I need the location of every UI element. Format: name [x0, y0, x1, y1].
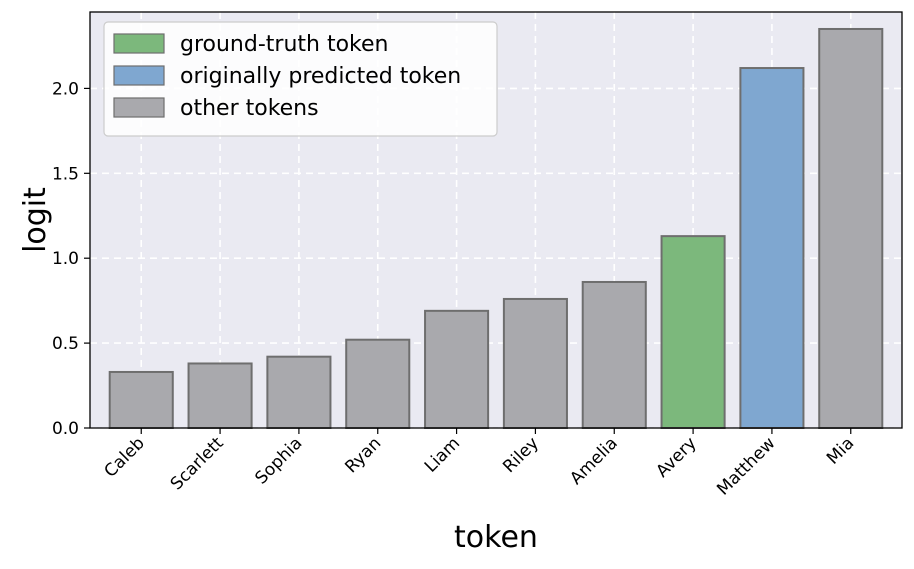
bar-matthew	[739, 67, 805, 429]
y-tick-label: 1.0	[52, 249, 79, 269]
x-tick-label: Avery	[652, 433, 700, 481]
legend-label-ground_truth: ground-truth token	[180, 32, 388, 57]
x-tick-label: Amelia	[566, 433, 622, 489]
x-axis: Caleb Scarlett Sophia Ryan Liam Riley Amelia Av…	[101, 428, 858, 500]
bar-riley	[502, 297, 568, 429]
x-axis-label: token	[454, 520, 538, 555]
legend: ground-truth token originally predicted t…	[103, 21, 498, 137]
plot-frame	[89, 11, 903, 429]
y-axis-label: logit	[18, 187, 53, 253]
bar-scarlett	[187, 362, 253, 429]
legend-swatch-ground_truth	[113, 33, 165, 54]
legend-swatch-other	[113, 97, 165, 118]
x-tick-label: Caleb	[101, 433, 149, 481]
legend-box	[103, 21, 498, 137]
bar-avery	[660, 235, 726, 429]
y-tick-label: 0.5	[52, 334, 79, 354]
legend-label-other: other tokens	[180, 96, 319, 121]
x-tick-label: Matthew	[713, 433, 779, 499]
x-tick-label: Scarlett	[167, 433, 228, 494]
x-tick-label: Sophia	[251, 433, 306, 488]
y-axis: 0.0 0.5 1.0 1.5 2.0	[52, 79, 90, 439]
x-tick-label: Riley	[499, 433, 543, 477]
y-tick-label: 1.5	[52, 164, 79, 184]
bar-sophia	[266, 355, 332, 429]
x-tick-label: Mia	[823, 433, 858, 468]
bar-mia	[818, 27, 884, 430]
bar-ryan	[345, 338, 411, 429]
bar-caleb	[108, 370, 174, 429]
y-tick-label: 2.0	[52, 79, 79, 99]
legend-label-predicted: originally predicted token	[180, 64, 461, 89]
x-tick-label: Ryan	[341, 433, 385, 477]
bar-amelia	[581, 280, 647, 430]
bar-liam	[424, 309, 490, 430]
legend-swatch-predicted	[113, 65, 165, 86]
bars	[108, 27, 884, 430]
x-tick-label: Liam	[421, 433, 464, 476]
y-tick-label: 0.0	[52, 419, 79, 439]
